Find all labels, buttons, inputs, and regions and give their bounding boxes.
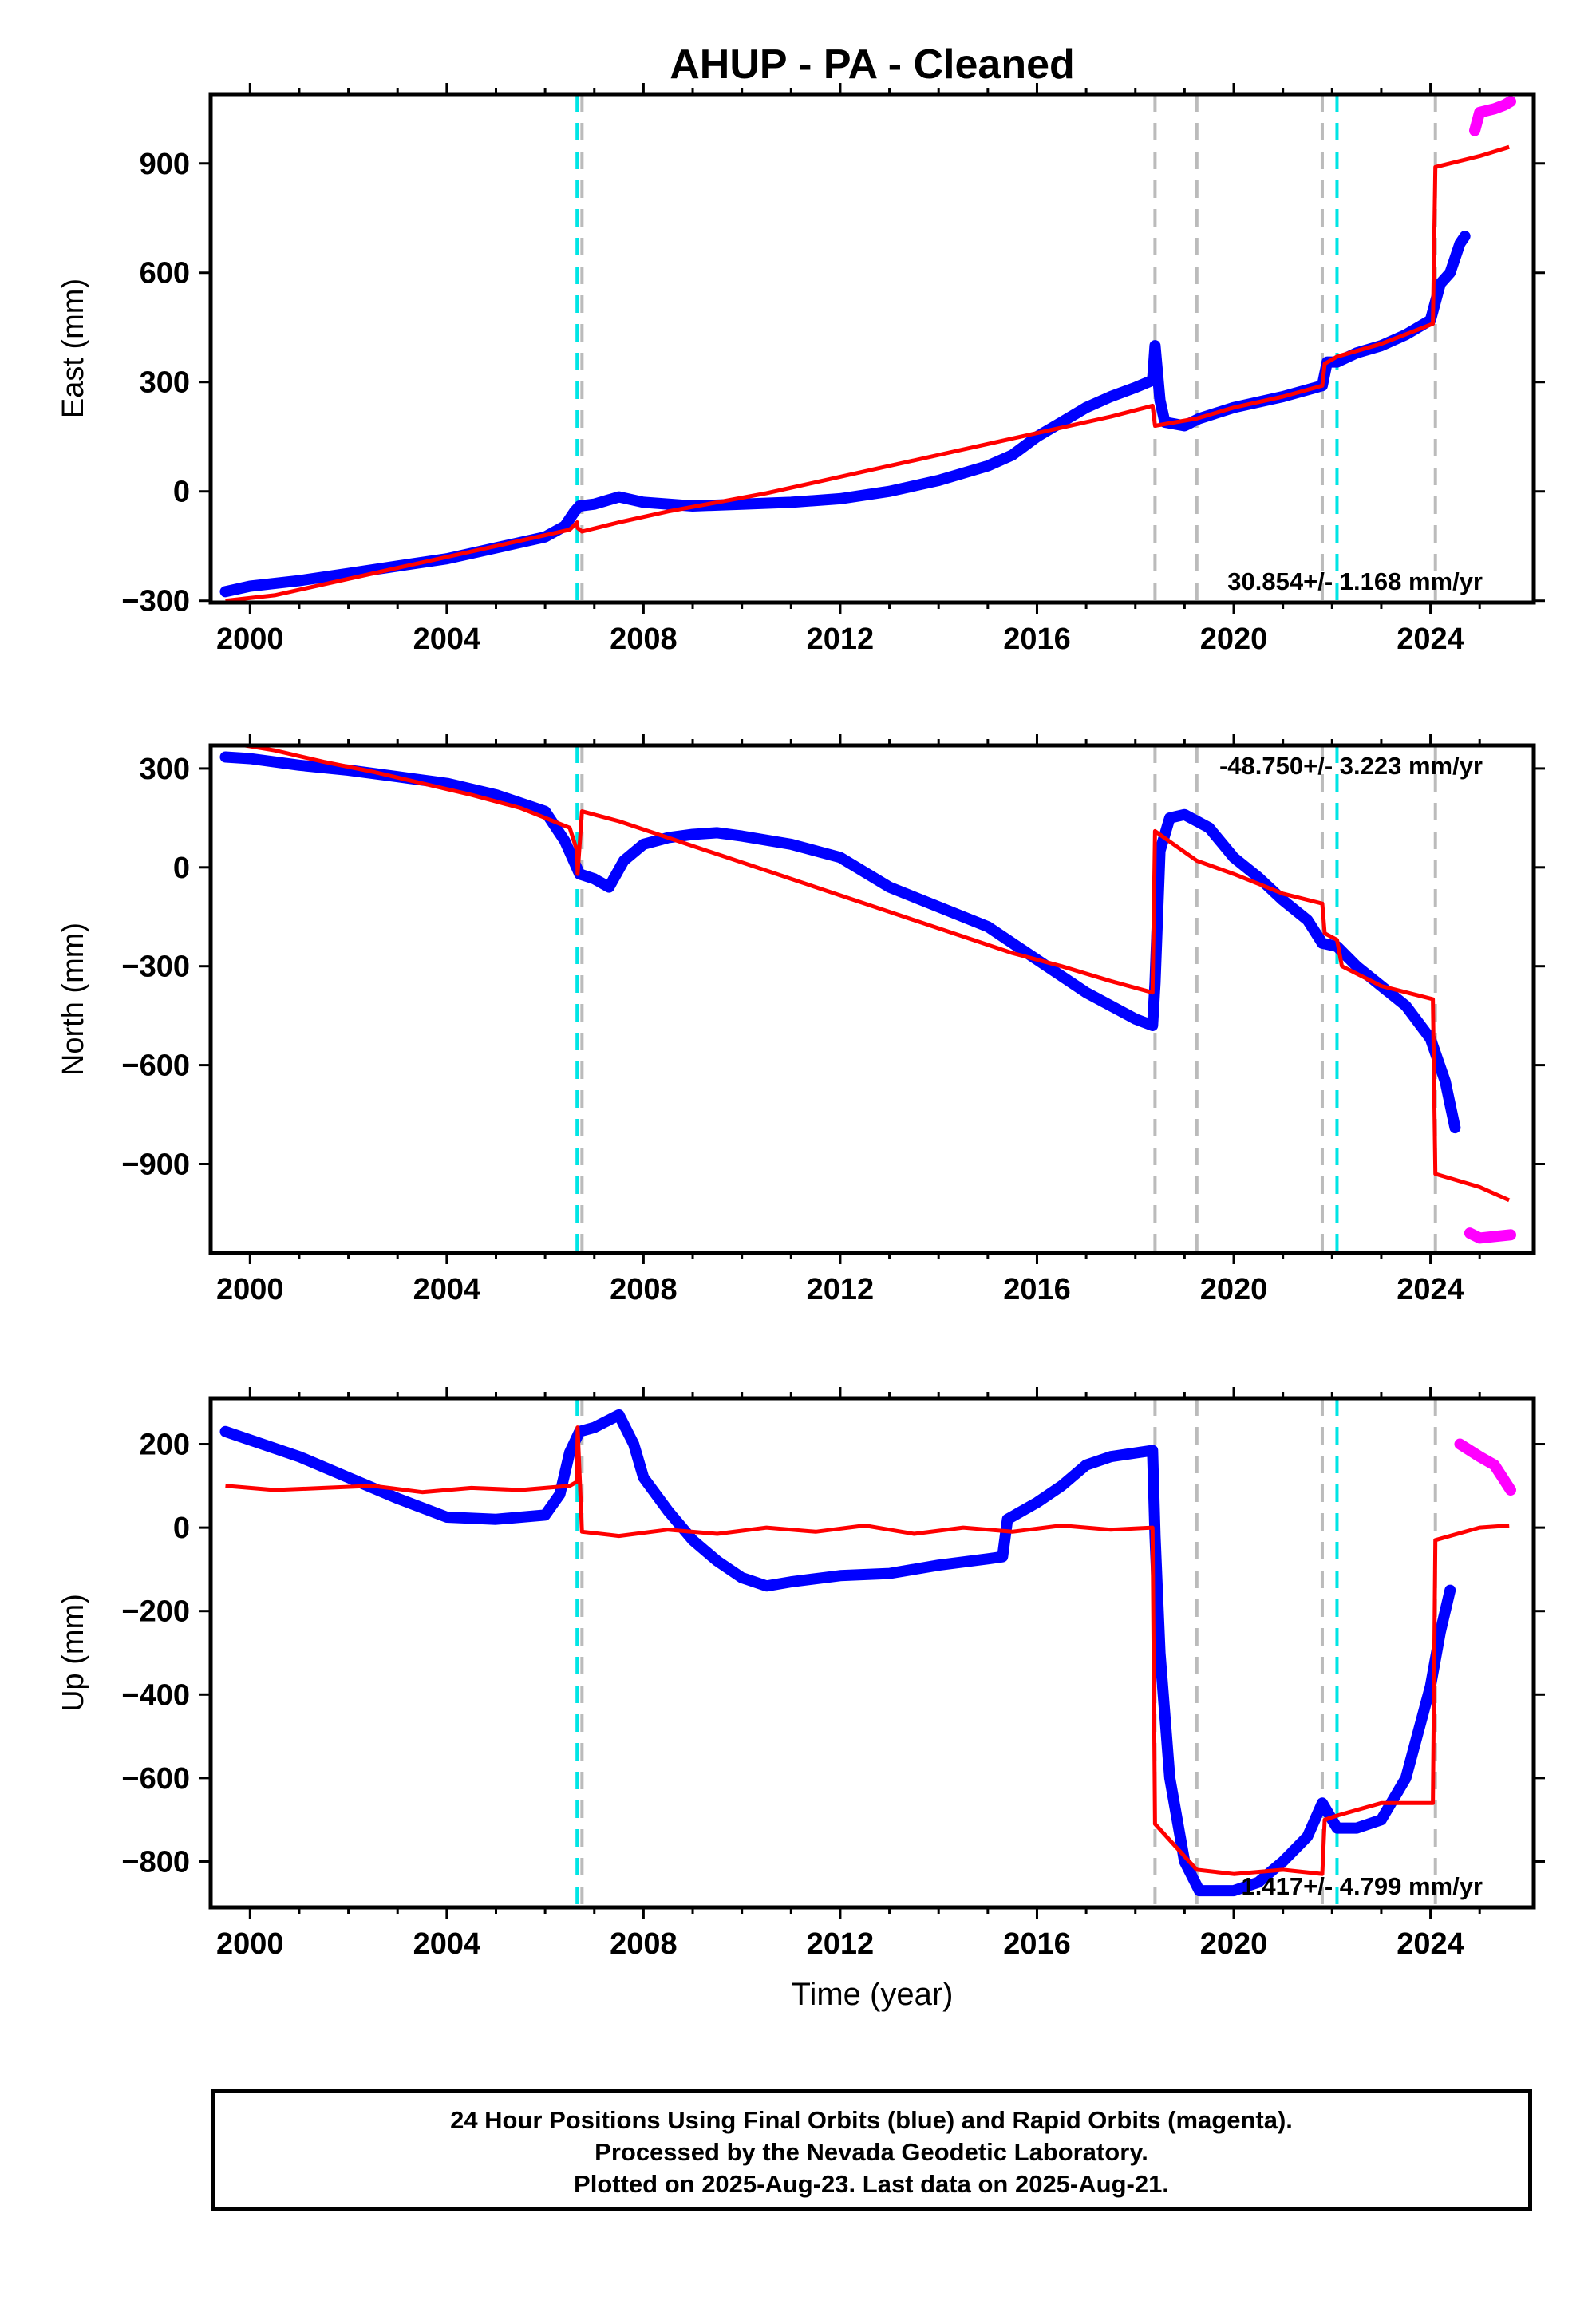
x-tick-label: 2000 xyxy=(216,1273,284,1306)
y-tick-label: 600 xyxy=(140,257,190,290)
footer-line-1: 24 Hour Positions Using Final Orbits (bl… xyxy=(450,2106,1293,2134)
east-rate-label: 30.854+/- 1.168 mm/yr xyxy=(1227,567,1483,595)
x-tick-label: 2024 xyxy=(1396,1927,1464,1961)
x-tick-label: 2016 xyxy=(1003,622,1071,656)
x-tick-label: 2012 xyxy=(807,1927,875,1961)
east-ylabel: East (mm) xyxy=(57,279,90,418)
x-tick-label: 2000 xyxy=(216,622,284,656)
model-fit-series xyxy=(232,745,1511,1203)
y-tick-label: 0 xyxy=(173,852,190,885)
final-orbits-series xyxy=(219,751,1461,1134)
footer-line-3: Plotted on 2025-Aug-23. Last data on 202… xyxy=(574,2170,1169,2198)
y-tick-label: −600 xyxy=(121,1762,190,1796)
plot-frame xyxy=(208,1396,1536,1910)
y-tick-label: 300 xyxy=(140,753,190,786)
x-tick-label: 2016 xyxy=(1003,1927,1071,1961)
model-fit-series xyxy=(225,144,1510,603)
chart-title: AHUP - PA - Cleaned xyxy=(670,41,1075,88)
y-tick-label: 0 xyxy=(173,476,190,509)
x-tick-label: 2024 xyxy=(1396,622,1464,656)
y-tick-label: −200 xyxy=(121,1595,190,1629)
y-tick-label: −400 xyxy=(121,1678,190,1712)
final-orbits-series xyxy=(219,1409,1456,1897)
x-tick-label: 2020 xyxy=(1200,1273,1268,1306)
x-tick-label: 2016 xyxy=(1003,1273,1071,1306)
y-tick-label: −900 xyxy=(121,1148,190,1181)
x-tick-label: 2000 xyxy=(216,1927,284,1961)
up-ylabel: Up (mm) xyxy=(57,1594,90,1712)
north-ylabel: North (mm) xyxy=(57,923,90,1076)
x-tick-label: 2008 xyxy=(610,622,678,656)
north-panel: 2000 2004 2008 2012 2016 2020 2024 −900 −600 −300… xyxy=(57,734,1545,1306)
y-tick-label: −300 xyxy=(121,951,190,984)
east-panel: 2000 2004 2008 2012 2016 2020 2024 −300 0 300 600 9… xyxy=(57,83,1545,656)
model-fit-series xyxy=(225,1425,1510,1876)
x-tick-label: 2024 xyxy=(1396,1273,1464,1306)
x-tick-label: 2020 xyxy=(1200,622,1268,656)
x-axis-label: Time (year) xyxy=(792,1977,954,2012)
x-tick-label: 2012 xyxy=(807,1273,875,1306)
up-rate-label: 1.417+/- 4.799 mm/yr xyxy=(1242,1872,1483,1900)
y-tick-label: −800 xyxy=(121,1845,190,1879)
rapid-orbits-series xyxy=(1454,1438,1516,1496)
rapid-orbits-series xyxy=(1464,1227,1516,1244)
y-tick-label: 300 xyxy=(140,366,190,400)
x-tick-label: 2004 xyxy=(413,1927,481,1961)
plot-frame xyxy=(208,743,1536,1255)
plot-frame xyxy=(208,92,1536,605)
x-tick-label: 2004 xyxy=(413,1273,481,1306)
x-tick-label: 2008 xyxy=(610,1273,678,1306)
rapid-orbits-series xyxy=(1469,96,1516,136)
y-tick-label: 200 xyxy=(140,1429,190,1462)
y-tick-label: −300 xyxy=(121,585,190,619)
x-tick-label: 2020 xyxy=(1200,1927,1268,1961)
footer-line-2: Processed by the Nevada Geodetic Laborat… xyxy=(595,2138,1148,2166)
x-tick-label: 2004 xyxy=(413,622,481,656)
y-tick-label: 0 xyxy=(173,1512,190,1545)
up-panel: 2000 2004 2008 2012 2016 2020 2024−800−600−400… xyxy=(57,1387,1545,1961)
footer-box: 24 Hour Positions Using Final Orbits (bl… xyxy=(211,2089,1532,2211)
y-tick-label: 900 xyxy=(140,148,190,181)
final-orbits-series xyxy=(219,231,1471,598)
y-tick-label: −600 xyxy=(121,1049,190,1083)
x-tick-label: 2008 xyxy=(610,1927,678,1961)
x-tick-label: 2012 xyxy=(807,622,875,656)
north-rate-label: -48.750+/- 3.223 mm/yr xyxy=(1219,752,1483,780)
